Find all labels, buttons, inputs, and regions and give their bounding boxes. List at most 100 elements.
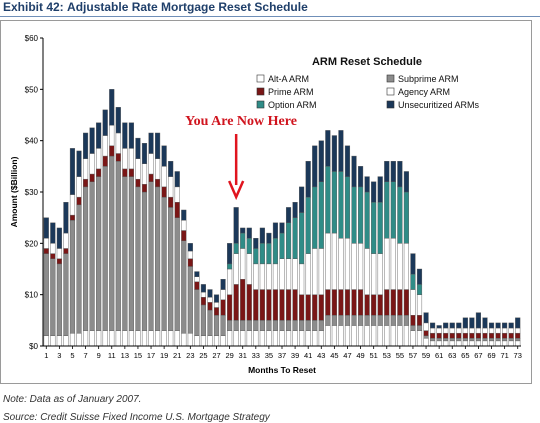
bar-segment-option-arm-month-53 [384,181,390,239]
bar-segment-option-arm-month-57 [410,273,416,290]
bar-segment-alt-a-arm-month-59 [423,338,429,347]
bar-segment-unsecuritized-arms-month-25 [200,284,206,293]
bar-segment-alt-a-arm-month-64 [456,340,462,347]
bar-segment-prime-arm-month-59 [423,330,429,336]
bar-segment-alt-a-arm-month-38 [285,330,292,347]
bar-segment-unsecuritized-arms-month-40 [299,186,305,213]
bar-segment-alt-a-arm-month-31 [240,330,246,347]
bar-segment-prime-arm-month-16 [141,184,148,193]
x-tick-label: 5 [70,351,74,360]
bar-segment-subprime-arm-month-4 [63,253,69,336]
bar-segment-agency-arm-month-15 [135,158,141,180]
bar-segment-agency-arm-month-2 [50,243,56,254]
bar-segment-agency-arm-month-51 [371,253,377,295]
legend-swatch-unsecuritized-arms [386,100,395,109]
bar-segment-subprime-arm-month-14 [128,176,134,331]
bar-segment-option-arm-month-46 [338,171,344,239]
bar-segment-alt-a-arm-month-57 [410,330,416,347]
bar-segment-unsecuritized-arms-month-59 [423,312,429,324]
bar-segment-prime-arm-month-70 [495,332,501,339]
legend-swatch-alt-a-arm [256,74,265,83]
bar-segment-option-arm-month-54 [390,181,396,239]
bar-segment-option-arm-month-55 [397,186,403,244]
bar-segment-subprime-arm-month-36 [272,320,278,331]
bar-segment-subprime-arm-month-43 [318,320,324,331]
bar-segment-agency-arm-month-50 [364,248,370,295]
bar-segment-prime-arm-month-27 [213,307,220,316]
bar-segment-alt-a-arm-month-16 [141,330,148,347]
bar-segment-prime-arm-month-13 [122,168,128,177]
bar-segment-unsecuritized-arms-month-31 [240,227,246,234]
bar-segment-subprime-arm-month-55 [397,315,403,326]
bar-segment-agency-arm-month-14 [128,148,134,170]
bar-segment-agency-arm-month-6 [76,176,82,198]
bar-segment-unsecuritized-arms-month-34 [259,227,265,244]
bar-segment-unsecuritized-arms-month-48 [351,155,357,188]
bar-segment-unsecuritized-arms-month-36 [272,222,278,239]
bar-segment-unsecuritized-arms-month-19 [161,145,167,167]
bar-segment-option-arm-month-37 [279,232,285,259]
bar-segment-prime-arm-month-47 [344,289,351,316]
bar-segment-agency-arm-month-49 [358,243,364,290]
x-tick-label: 47 [343,351,351,360]
bar-segment-subprime-arm-month-31 [240,320,246,331]
bar-segment-alt-a-arm-month-36 [272,330,278,347]
bar-segment-subprime-arm-month-64 [456,338,462,342]
bar-segment-subprime-arm-month-73 [515,338,521,342]
bar-segment-unsecuritized-arms-month-52 [377,176,383,203]
x-tick-label: 43 [317,351,325,360]
x-tick-label: 53 [383,351,391,360]
bar-segment-unsecuritized-arms-month-49 [358,166,364,188]
bar-segment-agency-arm-month-42 [312,248,318,295]
bar-segment-agency-arm-month-66 [469,327,475,334]
annotation-text: You Are Now Here [185,114,297,129]
bar-segment-subprime-arm-month-63 [449,338,455,342]
bar-segment-alt-a-arm-month-69 [488,340,495,347]
bar-segment-alt-a-arm-month-35 [266,330,272,347]
bar-segment-prime-arm-month-7 [82,178,89,188]
bar-segment-prime-arm-month-10 [102,155,108,167]
bar-segment-subprime-arm-month-2 [50,258,56,336]
bar-segment-alt-a-arm-month-22 [181,332,187,347]
bar-segment-agency-arm-month-44 [325,232,331,290]
bar-segment-alt-a-arm-month-73 [515,340,521,347]
bar-segment-unsecuritized-arms-month-38 [285,207,292,223]
bar-segment-subprime-arm-month-38 [285,320,292,331]
bar-segment-agency-arm-month-17 [148,153,154,175]
bar-segment-alt-a-arm-month-46 [338,325,344,347]
bar-segment-unsecuritized-arms-month-47 [344,145,351,177]
x-tick-label: 3 [57,351,61,360]
x-tick-label: 41 [304,351,312,360]
bar-segment-prime-arm-month-9 [96,168,102,177]
x-tick-label: 45 [330,351,338,360]
bar-segment-agency-arm-month-53 [384,237,390,290]
bar-segment-alt-a-arm-month-5 [69,332,76,347]
annotation-arrow-head [228,180,245,201]
bar-segment-prime-arm-month-56 [403,289,409,316]
bar-segment-prime-arm-month-66 [469,332,475,339]
bar-segment-subprime-arm-month-49 [358,315,364,326]
bar-segment-agency-arm-month-65 [462,327,468,334]
bar-segment-subprime-arm-month-57 [410,325,416,331]
bar-segment-option-arm-month-33 [253,248,259,265]
x-tick-label: 13 [121,351,129,360]
bar-segment-unsecuritized-arms-month-5 [69,148,76,195]
bar-segment-subprime-arm-month-53 [384,315,390,326]
y-tick-label: $20 [25,239,39,248]
bar-segment-agency-arm-month-10 [102,135,108,157]
bar-segment-unsecuritized-arms-month-64 [456,322,462,329]
legend-swatch-subprime-arm [386,74,395,83]
bar-segment-subprime-arm-month-34 [259,320,265,331]
bar-segment-subprime-arm-month-54 [390,315,396,326]
bar-segment-subprime-arm-month-27 [213,315,220,336]
bar-segment-alt-a-arm-month-50 [364,325,370,347]
bar-segment-unsecuritized-arms-month-3 [56,227,62,249]
bar-segment-prime-arm-month-44 [325,289,331,316]
legend-title: ARM Reset Schedule [312,56,422,68]
bar-segment-prime-arm-month-37 [279,289,285,321]
bar-segment-alt-a-arm-month-1 [43,335,49,347]
bar-segment-agency-arm-month-60 [430,327,436,334]
x-tick-label: 33 [252,351,260,360]
bar-segment-subprime-arm-month-69 [488,338,495,342]
bar-segment-option-arm-month-29 [227,263,233,270]
